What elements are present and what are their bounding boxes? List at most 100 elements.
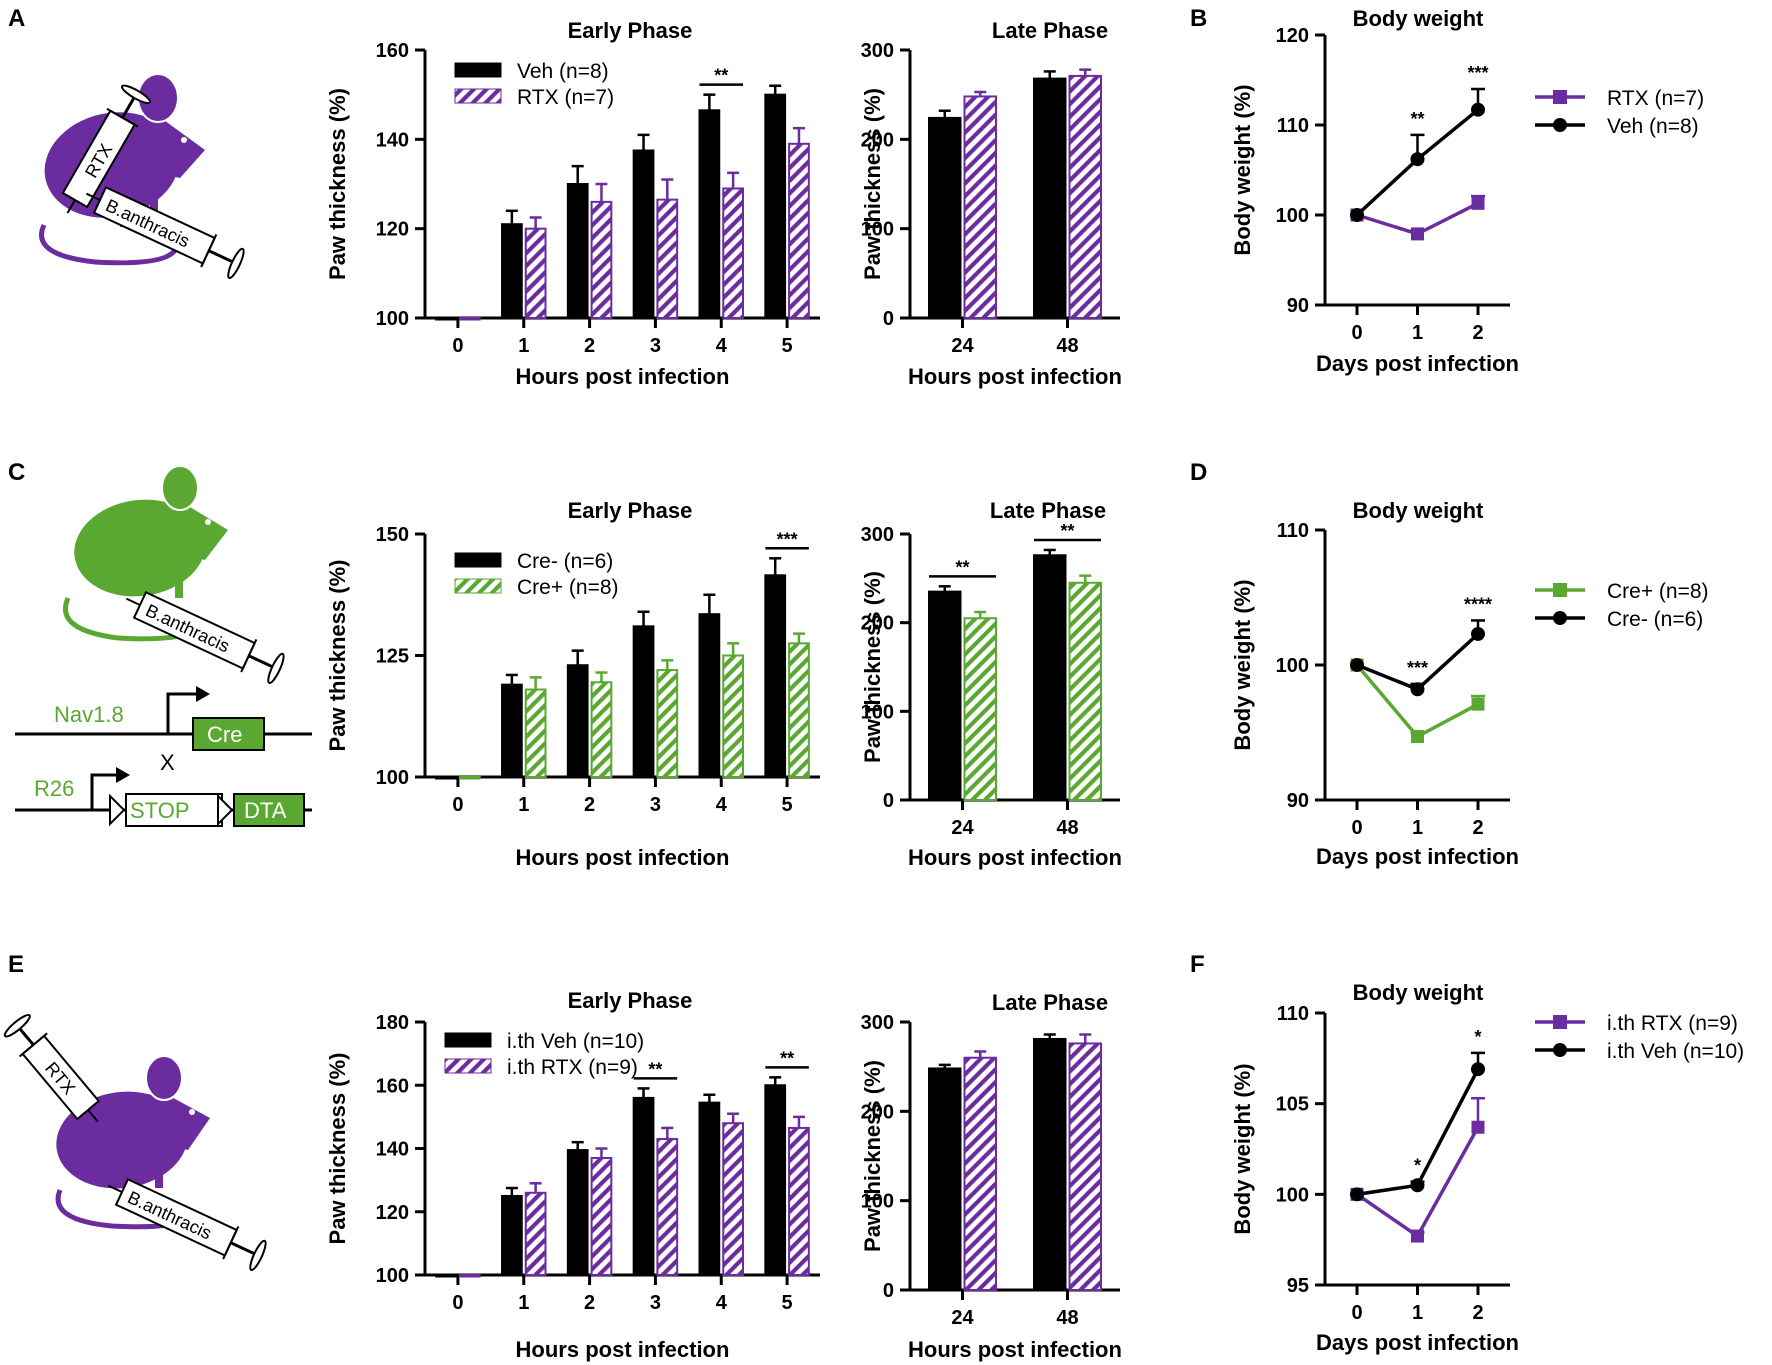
bar [963,95,997,319]
bar [1068,581,1102,801]
y-axis-label: Paw thickness (%) [860,571,885,763]
data-point-circle [1471,102,1485,117]
gene-box-cre: Cre [207,722,242,747]
significance-label: ** [780,1048,794,1068]
bar [1033,77,1067,319]
x-tick-label: 2 [1472,817,1483,839]
x-tick-label: 1 [518,335,529,357]
bar [722,187,744,319]
legend-label: i.th RTX (n=9) [1607,1012,1738,1035]
y-tick-label: 300 [861,1012,894,1034]
data-point-circle [1410,682,1425,697]
loxp-icon [217,793,234,827]
cross-symbol: X [160,750,175,775]
data-point-circle [1350,1187,1364,1202]
significance-label: *** [777,529,798,549]
bar [764,574,787,778]
significance-label: ** [1410,109,1424,129]
legend-label: RTX (n=7) [517,86,614,109]
x-axis-label: Days post infection [1316,351,1519,376]
y-tick-label: 110 [1277,520,1309,542]
significance-label: ** [955,557,969,577]
y-tick-label: 0 [883,790,894,812]
mouse-icon [63,465,228,642]
mouse-illustration-a: RTX B.anthracis [39,73,245,279]
y-tick-label: 200 [861,1101,894,1123]
legend-label: i.th Veh (n=10) [507,1030,644,1053]
y-tick-label: 100 [861,219,894,241]
y-tick-label: 90 [1287,295,1309,317]
panel-label-f: F [1190,951,1205,978]
bar [632,149,655,319]
y-tick-label: 100 [1276,655,1309,677]
bar [1033,554,1067,802]
x-tick-label: 2 [584,335,595,357]
y-tick-label: 100 [376,1265,409,1287]
bar [928,116,962,320]
bar [722,1122,744,1276]
bar [566,664,589,778]
x-tick-label: 0 [1351,322,1362,344]
legend-label: Veh (n=8) [1607,115,1699,138]
panel-label-c: C [8,459,25,486]
chart-title: Body weight [1353,498,1484,523]
bar [458,1274,481,1278]
x-tick-label: 3 [650,794,661,816]
data-point-square [1471,196,1485,210]
chart-d-body-weight: Body weight 90 100 110 Body weight (%) Days p… [1230,498,1709,869]
significance-label: ** [1060,521,1074,541]
legend-marker-circle [1553,611,1567,625]
bar [698,613,721,778]
x-tick-label: 24 [951,817,974,839]
bar [524,1191,547,1277]
data-point-square [1411,227,1424,241]
bar [788,142,810,319]
x-axis-label: Hours post infection [908,364,1122,389]
y-axis-label: Body weight (%) [1230,84,1255,255]
gene-construct-nav18: Nav1.8 Cre [15,686,312,751]
chart-a-late-phase: Late Phase 0 100 200 300 Paw thickness (%) Hou… [860,18,1122,389]
x-tick-label: 0 [1351,1302,1362,1324]
y-tick-label: 160 [376,40,409,62]
y-tick-label: 110 [1277,115,1309,137]
bar [458,776,481,780]
x-tick-label: 5 [782,1292,793,1314]
bar [435,317,457,321]
gene-label-r26: R26 [34,776,74,801]
x-axis-label: Hours post infection [516,845,730,870]
legend-swatch [454,578,502,594]
significance-label: ** [714,66,728,86]
significance-label: * [1474,1027,1481,1047]
y-tick-label: 100 [861,701,894,723]
legend-swatch [454,88,502,104]
y-tick-label: 140 [376,1139,409,1161]
x-tick-label: 0 [452,335,463,357]
data-point-circle [1471,626,1485,641]
bar [656,669,679,779]
bar [656,198,679,319]
syringe-icon: B.anthracis [125,590,285,684]
legend-swatch [454,62,502,78]
x-tick-label: 4 [716,794,728,816]
panel-label-e: E [8,951,24,978]
x-tick-label: 48 [1056,335,1078,357]
syringe-icon: B.anthracis [107,1177,267,1271]
significance-label: *** [1467,63,1488,83]
y-tick-label: 100 [861,1191,894,1213]
panel-label-b: B [1190,5,1207,32]
data-point-circle [1350,658,1364,672]
legend-swatch [444,1032,492,1048]
x-tick-label: 1 [518,1292,529,1314]
y-tick-label: 300 [861,524,894,546]
x-tick-label: 0 [452,794,463,816]
x-axis-label: Hours post infection [516,364,730,389]
x-tick-label: 0 [1351,817,1362,839]
chart-title: Body weight [1353,6,1484,31]
chart-c-late-phase: Late Phase 0 100 200 300 Paw thickness (%) Hou… [860,498,1122,870]
y-tick-label: 120 [376,219,409,241]
bar [698,109,721,319]
chart-title: Late Phase [992,990,1108,1015]
x-tick-label: 2 [1472,322,1483,344]
